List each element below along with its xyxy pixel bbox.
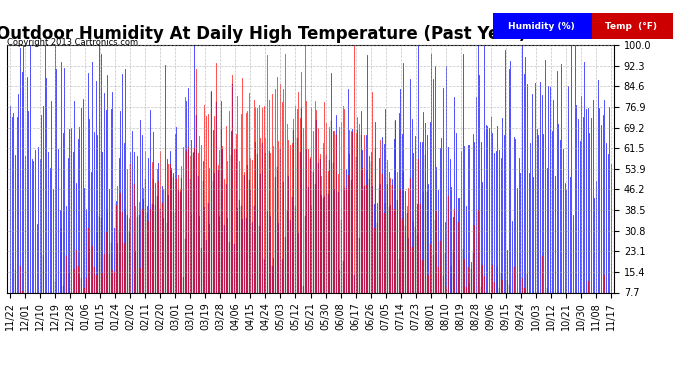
Text: Temp  (°F): Temp (°F) — [606, 22, 658, 31]
Title: Outdoor Humidity At Daily High Temperature (Past Year) 20131122: Outdoor Humidity At Daily High Temperatu… — [0, 26, 624, 44]
Bar — [592, 13, 673, 39]
Text: Copyright 2013 Cartronics.com: Copyright 2013 Cartronics.com — [7, 38, 138, 47]
Bar — [493, 13, 592, 39]
Text: Humidity (%): Humidity (%) — [509, 22, 575, 31]
